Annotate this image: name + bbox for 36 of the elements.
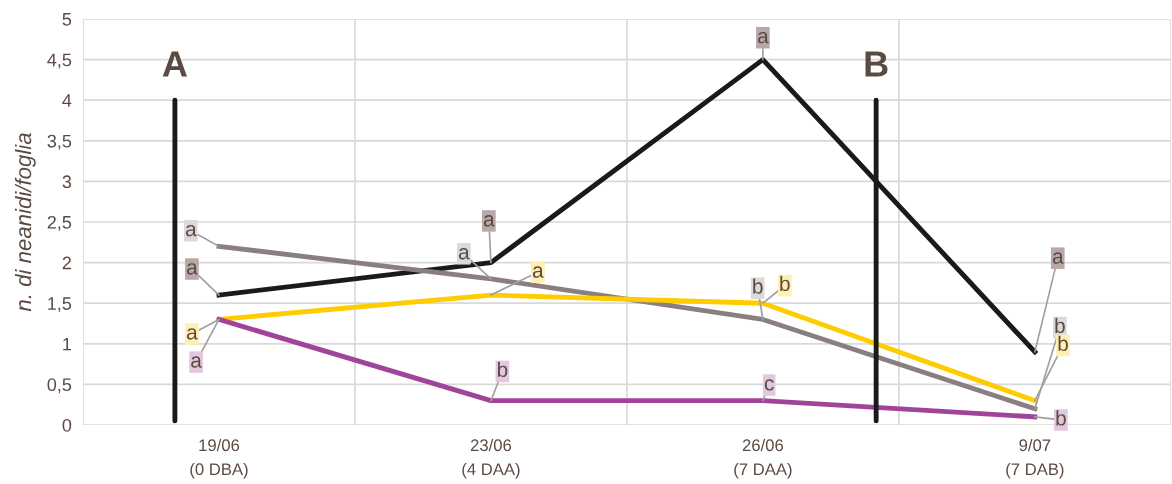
annotation: b xyxy=(1058,335,1068,352)
annotation: b xyxy=(1056,410,1066,426)
y-tick-label: 1 xyxy=(63,337,72,351)
y-tick-label: 0 xyxy=(62,418,72,432)
line-series xyxy=(216,243,1038,412)
y-tick-label: 3,5 xyxy=(47,134,72,150)
y-tick-label: 2 xyxy=(62,256,71,270)
y-tick-label: 4 xyxy=(62,94,72,107)
annotation: a xyxy=(186,328,198,340)
x-tick-label: 26/06 (7 DAA) xyxy=(734,438,792,479)
annotation: B xyxy=(865,51,888,77)
annotation: a xyxy=(186,263,198,275)
line-series xyxy=(216,292,1038,404)
y-tick-label: 4,5 xyxy=(47,53,72,69)
x-tick-label: 19/06 (0 DBA) xyxy=(190,438,248,479)
annotation: a xyxy=(757,31,769,44)
y-tick-label: 1,5 xyxy=(48,297,72,313)
annotation: a xyxy=(532,266,544,278)
x-tick-label: 9/07 (7 DAB) xyxy=(1006,438,1064,479)
y-tick-label: 5 xyxy=(62,13,72,26)
annotation: b xyxy=(1055,317,1065,334)
annotation: b xyxy=(753,278,763,294)
annotation: a xyxy=(191,356,202,368)
annotation: a xyxy=(483,215,495,227)
annotation: b xyxy=(497,361,508,378)
annotation: A xyxy=(162,51,187,77)
y-tick-label: 0,5 xyxy=(47,378,72,394)
annotation: b xyxy=(780,275,790,292)
y-tick-label: 2,5 xyxy=(47,215,72,231)
y-axis-title: n. di neanidi/foglia xyxy=(14,133,36,312)
annotation: a xyxy=(458,248,470,260)
annotation: c xyxy=(764,379,774,391)
x-tick-label: 23/06 (4 DAA) xyxy=(462,438,520,479)
annotation: a xyxy=(1052,252,1064,264)
annotation: a xyxy=(185,224,197,237)
y-tick-label: 3 xyxy=(62,175,72,189)
